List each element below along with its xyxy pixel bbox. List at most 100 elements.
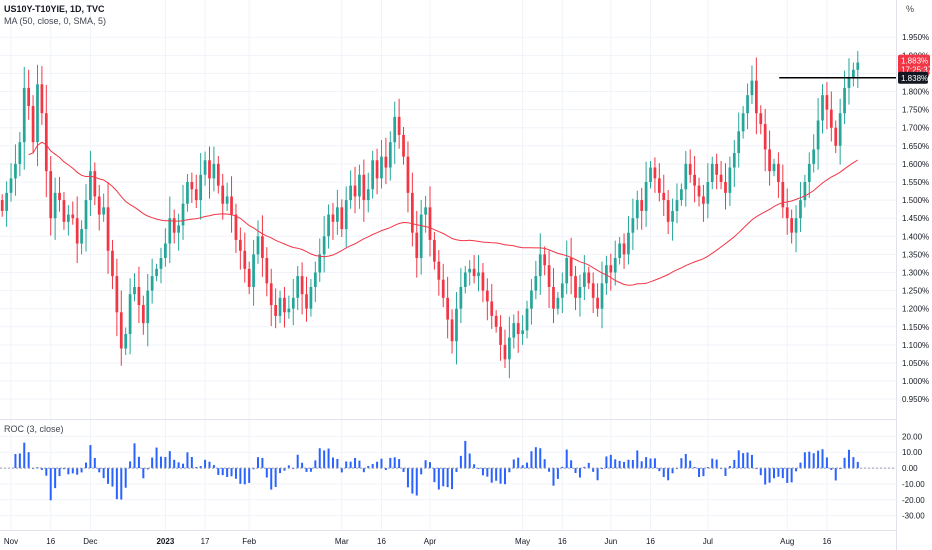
roc-bar bbox=[85, 462, 87, 469]
candle-body bbox=[477, 272, 480, 277]
time-tick-label: 16 bbox=[822, 537, 831, 546]
roc-bar bbox=[468, 453, 471, 469]
time-tick-label: Dec bbox=[83, 537, 97, 546]
roc-bar bbox=[808, 451, 811, 469]
candle-body bbox=[503, 344, 507, 360]
candle-body bbox=[393, 116, 397, 143]
price-badges: 1.883%17:25:371.838% bbox=[898, 54, 932, 84]
roc-bar bbox=[473, 464, 476, 469]
roc-bar bbox=[777, 468, 780, 477]
roc-bar bbox=[592, 468, 595, 472]
roc-legend[interactable]: ROC (3, close) bbox=[4, 424, 64, 434]
roc-bar bbox=[173, 459, 176, 469]
candle-body bbox=[847, 77, 851, 88]
roc-bar bbox=[570, 460, 573, 469]
roc-bar bbox=[146, 468, 149, 470]
candle-body bbox=[419, 214, 423, 258]
time-axis[interactable]: Nov 16 Dec 2023 17 Feb Mar 16 Apr May 16 Jun 16 Jul Au… bbox=[4, 537, 832, 546]
roc-bar bbox=[843, 457, 846, 469]
roc-bar bbox=[177, 462, 180, 469]
candle-body bbox=[119, 312, 123, 349]
roc-bar bbox=[217, 468, 220, 475]
candle-body bbox=[380, 156, 383, 179]
price-tick-label: 0.950% bbox=[902, 395, 929, 404]
price-axis[interactable]: 1.950%1.900%1.850%1.800%1.750%1.700%1.65… bbox=[902, 33, 929, 404]
candle-body bbox=[322, 236, 326, 255]
roc-bar bbox=[155, 447, 158, 469]
roc-bar bbox=[151, 457, 154, 469]
roc-axis[interactable]: 20.00 10.00 0.00 -10.00 -20.00 -30.00 bbox=[902, 432, 925, 520]
roc-bar bbox=[424, 460, 427, 469]
candle-body bbox=[693, 174, 696, 186]
roc-bar bbox=[724, 468, 727, 476]
candle-body bbox=[697, 185, 701, 197]
candle-body bbox=[22, 87, 26, 143]
candle-body bbox=[305, 294, 308, 309]
roc-bar bbox=[252, 468, 255, 470]
candle-body bbox=[406, 156, 410, 193]
roc-bar bbox=[623, 461, 626, 469]
roc-bar bbox=[680, 458, 683, 469]
roc-bar bbox=[578, 468, 581, 478]
roc-bar bbox=[98, 468, 101, 473]
candle-body bbox=[375, 160, 379, 179]
roc-bar bbox=[526, 462, 529, 469]
candle-body bbox=[521, 330, 524, 334]
candle-body bbox=[53, 192, 57, 219]
candle-body bbox=[362, 174, 366, 201]
price-tick-label: 1.400% bbox=[902, 232, 929, 241]
price-tick-label: 1.350% bbox=[902, 250, 929, 259]
ma-legend[interactable]: MA (50, close, 0, SMA, 5) bbox=[4, 16, 107, 26]
candle-body bbox=[852, 69, 855, 78]
candle-body bbox=[199, 174, 203, 201]
roc-bar bbox=[93, 458, 96, 469]
roc-bar bbox=[23, 442, 26, 469]
roc-bar bbox=[208, 461, 211, 469]
candle-body bbox=[777, 163, 780, 182]
price-tick-label: 1.700% bbox=[902, 124, 929, 133]
roc-tick-label: 20.00 bbox=[902, 432, 923, 441]
candle-body bbox=[499, 326, 502, 345]
candle-body bbox=[653, 167, 657, 179]
candle-body bbox=[657, 178, 661, 193]
price-tick-label: 1.150% bbox=[902, 323, 929, 332]
candle-body bbox=[494, 315, 498, 327]
last-price-label: 1.883% bbox=[901, 57, 928, 66]
symbol-legend[interactable]: US10Y-T10YIE, 1D, TVC bbox=[4, 4, 105, 14]
roc-bar bbox=[653, 458, 656, 469]
roc-bar bbox=[111, 468, 114, 487]
roc-bar bbox=[451, 468, 454, 490]
roc-tick-label: -10.00 bbox=[902, 480, 925, 489]
roc-bar bbox=[534, 447, 537, 469]
roc-bar bbox=[296, 454, 299, 469]
roc-bar bbox=[314, 460, 317, 469]
candle-body bbox=[732, 153, 736, 168]
candle-body bbox=[353, 185, 357, 197]
roc-bar bbox=[80, 468, 83, 473]
candle-body bbox=[684, 163, 688, 190]
roc-bar bbox=[490, 468, 493, 483]
candle-body bbox=[283, 297, 286, 313]
roc-bar bbox=[129, 461, 132, 469]
roc-bar bbox=[402, 468, 405, 472]
candle-body bbox=[530, 290, 533, 309]
roc-bar bbox=[67, 468, 70, 475]
candle-body bbox=[27, 87, 31, 106]
roc-bar bbox=[168, 451, 171, 469]
candle-body bbox=[146, 290, 150, 324]
roc-bar bbox=[830, 468, 833, 470]
roc-bar bbox=[115, 468, 118, 500]
candle-body bbox=[512, 323, 516, 338]
candle-body bbox=[208, 160, 211, 179]
candle-body bbox=[816, 120, 820, 150]
candle-body bbox=[9, 178, 13, 193]
candle-body bbox=[605, 265, 608, 284]
candle-body bbox=[671, 210, 674, 222]
candle-body bbox=[331, 214, 335, 222]
candle-body bbox=[371, 160, 375, 190]
candle-body bbox=[318, 254, 322, 273]
roc-bar bbox=[76, 468, 79, 475]
price-tick-label: 1.550% bbox=[902, 178, 929, 187]
candle-body bbox=[508, 337, 511, 360]
